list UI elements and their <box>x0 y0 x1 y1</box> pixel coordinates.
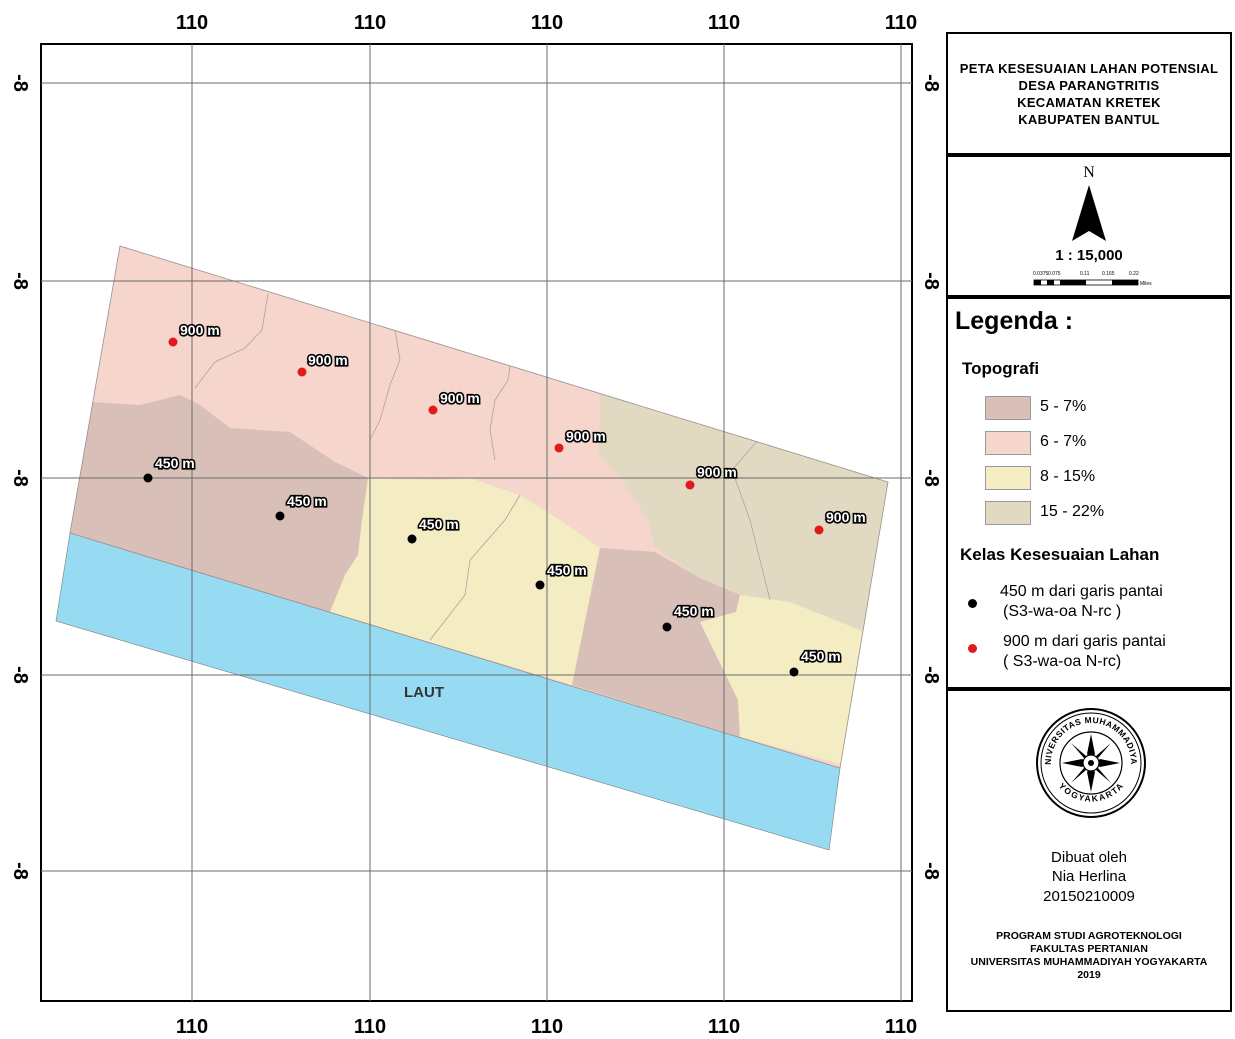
right-tick-labels: -8 -8 -8 -8 -8 <box>920 74 942 880</box>
map-title-line: DESA PARANGTRITIS <box>1018 77 1160 93</box>
bottom-tick-labels: 110 110 110 110 110 <box>176 1016 917 1038</box>
left-tick-label: -8 <box>9 469 31 487</box>
credit-student-id: 20150210009 <box>1043 888 1135 905</box>
suitability-class-title: Kelas Kesesuaian Lahan <box>960 545 1160 564</box>
legend-label-5-7: 5 - 7% <box>1040 398 1087 415</box>
scale-bar-tick: 0.165 <box>1102 271 1115 277</box>
north-arrow-icon <box>1072 185 1106 241</box>
point-900m-label: 900 m <box>697 464 737 480</box>
left-tick-label: -8 <box>9 862 31 880</box>
point-900m-label: 900 m <box>440 390 480 406</box>
credit-panel: UNIVERSITAS MUHAMMADIYAH YOGYAKARTA Dibu… <box>946 689 1232 1012</box>
bottom-tick-label: 110 <box>531 1016 563 1038</box>
bottom-tick-label: 110 <box>354 1016 386 1038</box>
point-900m-marker <box>428 405 438 415</box>
left-tick-label: -8 <box>9 666 31 684</box>
bottom-tick-label: 110 <box>885 1016 917 1038</box>
sea-label: LAUT <box>404 684 444 701</box>
map-frame: 110 110 110 110 110 110 110 110 110 110 … <box>9 12 942 1038</box>
map-title-line: KABUPATEN BANTUL <box>1018 111 1160 127</box>
legend-label-450m: 450 m dari garis pantai <box>1000 583 1163 600</box>
legend-sublabel-900m: ( S3-wa-oa N-rc) <box>1003 653 1122 670</box>
point-900m-marker <box>814 525 824 535</box>
legend-label-8-15: 8 - 15% <box>1040 468 1096 485</box>
bottom-tick-label: 110 <box>176 1016 208 1038</box>
legend-swatch-5-7 <box>985 396 1031 420</box>
legend-label-15-22: 15 - 22% <box>1040 503 1105 520</box>
point-markers: 900 m 900 m 900 m 900 m 900 m 900 m 450 … <box>143 320 867 677</box>
title-panel: PETA KESESUAIAN LAHAN POTENSIAL DESA PAR… <box>946 32 1232 155</box>
topo-5-7-area-east <box>572 548 740 737</box>
topo-5-7-area-west <box>70 395 368 612</box>
legend-marker-900m <box>968 644 977 653</box>
left-tick-labels: -8 -8 -8 -8 -8 <box>9 74 31 880</box>
legend-title: Legenda : <box>955 307 1074 335</box>
point-450m-label: 450 m <box>419 516 459 532</box>
top-tick-label: 110 <box>531 12 563 34</box>
graticule <box>41 44 912 1001</box>
credit-author-name: Nia Herlina <box>1051 868 1127 885</box>
top-tick-label: 110 <box>176 12 208 34</box>
point-900m-label: 900 m <box>308 352 348 368</box>
point-450m-marker <box>275 511 285 521</box>
point-450m-label: 450 m <box>287 493 327 509</box>
top-tick-labels: 110 110 110 110 110 <box>176 12 917 34</box>
point-900m-label: 900 m <box>566 428 606 444</box>
right-tick-label: -8 <box>920 74 942 92</box>
credit-made-by: Dibuat oleh <box>1051 849 1127 866</box>
point-900m-marker <box>297 367 307 377</box>
point-900m-label: 900 m <box>826 509 866 525</box>
point-450m-marker <box>662 622 672 632</box>
scale-bar-unit: Miles <box>1140 281 1152 287</box>
scale-ratio: 1 : 15,000 <box>1055 247 1123 264</box>
map-title-line: PETA KESESUAIAN LAHAN POTENSIAL <box>959 60 1219 76</box>
legend-sublabel-450m: (S3-wa-oa N-rc ) <box>1003 603 1122 620</box>
point-450m-label: 450 m <box>801 648 841 664</box>
credit-faculty: FAKULTAS PERTANIAN <box>1030 943 1148 955</box>
right-tick-label: -8 <box>920 469 942 487</box>
scale-bar-tick: 0.22 <box>1129 271 1139 277</box>
legend-label-6-7: 6 - 7% <box>1040 433 1087 450</box>
north-letter: N <box>1083 164 1095 181</box>
scale-bar-tick: 0.0375 <box>1033 271 1049 277</box>
topography-title: Topografi <box>962 359 1040 378</box>
top-tick-label: 110 <box>885 12 917 34</box>
left-tick-label: -8 <box>9 74 31 92</box>
scale-bar: 0.0375 0.075 0.11 0.165 0.22 Miles <box>1033 271 1152 287</box>
point-450m-marker <box>143 473 153 483</box>
point-900m-marker <box>168 337 178 347</box>
point-450m-marker <box>535 580 545 590</box>
point-450m-label: 450 m <box>155 455 195 471</box>
top-tick-label: 110 <box>354 12 386 34</box>
point-450m-marker <box>407 534 417 544</box>
legend-swatch-15-22 <box>985 501 1031 525</box>
bottom-tick-label: 110 <box>708 1016 740 1038</box>
point-450m-label: 450 m <box>674 603 714 619</box>
legend-panel: Legenda : Topografi 5 - 7% 6 - 7% 8 - 15… <box>946 297 1232 689</box>
legend-label-900m: 900 m dari garis pantai <box>1003 633 1166 650</box>
legend-swatch-8-15 <box>985 466 1031 490</box>
top-tick-label: 110 <box>708 12 740 34</box>
right-tick-label: -8 <box>920 272 942 290</box>
scale-bar-tick: 0.11 <box>1080 271 1090 277</box>
left-tick-label: -8 <box>9 272 31 290</box>
credit-year: 2019 <box>1077 969 1101 981</box>
scale-bar-tick: 0.075 <box>1048 271 1061 277</box>
point-900m-marker <box>554 443 564 453</box>
credit-university: UNIVERSITAS MUHAMMADIYAH YOGYAKARTA <box>970 956 1208 968</box>
legend-swatch-6-7 <box>985 431 1031 455</box>
point-450m-label: 450 m <box>547 562 587 578</box>
point-900m-marker <box>685 480 695 490</box>
study-area-outline <box>69 245 889 769</box>
university-seal-logo: UNIVERSITAS MUHAMMADIYAH YOGYAKARTA <box>1035 707 1146 818</box>
point-450m-marker <box>789 667 799 677</box>
credit-program: PROGRAM STUDI AGROTEKNOLOGI <box>996 930 1182 942</box>
north-scale-panel: N 1 : 15,000 0.0375 0.075 0.11 0.165 0.2… <box>946 155 1232 297</box>
map-title-line: KECAMATAN KRETEK <box>1017 94 1161 110</box>
point-900m-label: 900 m <box>180 322 220 338</box>
legend-marker-450m <box>968 599 977 608</box>
topo-8-15-area-central <box>330 478 600 685</box>
right-tick-label: -8 <box>920 666 942 684</box>
right-tick-label: -8 <box>920 862 942 880</box>
